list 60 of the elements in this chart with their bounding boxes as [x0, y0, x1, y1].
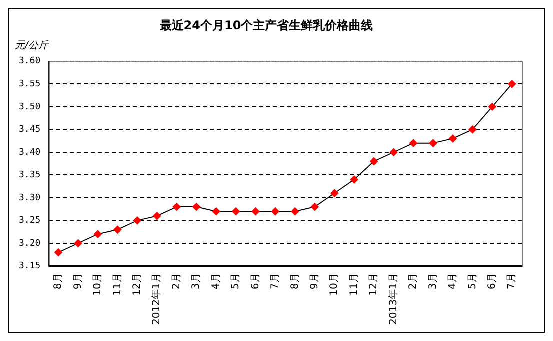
x-tick-label: 6月 [250, 273, 262, 290]
point [212, 208, 220, 216]
point [192, 203, 201, 212]
x-tick-label: 8月 [53, 273, 64, 290]
x-tick-label: 2013年1月 [387, 273, 400, 325]
y-tick-label: 3.20 [18, 238, 41, 249]
point [410, 139, 418, 148]
x-tick-label: 11月 [348, 273, 360, 296]
point [468, 126, 477, 134]
point [153, 212, 162, 220]
point [54, 248, 63, 257]
point [330, 189, 339, 198]
y-tick-label: 3.55 [18, 80, 41, 90]
x-tick-label: 3月 [191, 273, 202, 290]
x-tick-label: 12月 [368, 273, 380, 296]
x-tick-label: 2012年1月 [150, 273, 163, 325]
x-tick-label: 9月 [310, 273, 321, 290]
x-tick-label: 10月 [329, 273, 340, 296]
y-tick-label: 3.15 [18, 262, 41, 272]
point [94, 230, 102, 238]
x-tick-label: 10月 [92, 273, 104, 296]
point [429, 139, 438, 148]
point [114, 226, 122, 234]
x-tick-label: 6月 [487, 273, 498, 290]
y-tick-label: 3.60 [18, 56, 41, 67]
x-tick-label: 5月 [230, 273, 242, 290]
point [291, 208, 300, 216]
x-tick-label: 3月 [428, 273, 439, 290]
point [232, 208, 240, 216]
point [370, 158, 378, 166]
chart-title: 最近24个月10个主产省生鲜乳价格曲线 [158, 18, 374, 32]
point [74, 239, 82, 248]
point [350, 176, 358, 184]
point [390, 148, 398, 156]
point [271, 208, 280, 216]
point [310, 203, 319, 212]
y-tick-label: 3.45 [18, 125, 41, 136]
point [172, 203, 181, 212]
y-tick-label: 3.30 [18, 193, 41, 204]
point [252, 208, 260, 216]
point [133, 216, 142, 225]
point [448, 134, 457, 143]
x-tick-label: 2月 [171, 273, 182, 290]
point [488, 102, 496, 111]
x-tick-label: 7月 [506, 273, 518, 290]
y-axis-title: 元/公斤 [15, 40, 50, 52]
y-tick-label: 3.25 [18, 216, 41, 226]
y-tick-label: 3.35 [18, 170, 41, 181]
x-tick-label: 5月 [467, 273, 478, 290]
x-tick-label: 9月 [72, 273, 84, 290]
y-tick-label: 3.40 [18, 148, 41, 158]
x-tick-label: 7月 [270, 273, 282, 290]
point [508, 80, 516, 88]
x-tick-label: 8月 [290, 273, 301, 290]
x-tick-label: 2月 [408, 273, 420, 290]
x-tick-label: 4月 [448, 273, 459, 290]
y-tick-label: 3.50 [18, 102, 41, 112]
x-tick-label: 11月 [112, 273, 124, 296]
x-tick-label: 4月 [210, 273, 222, 290]
x-tick-label: 12月 [132, 273, 144, 296]
